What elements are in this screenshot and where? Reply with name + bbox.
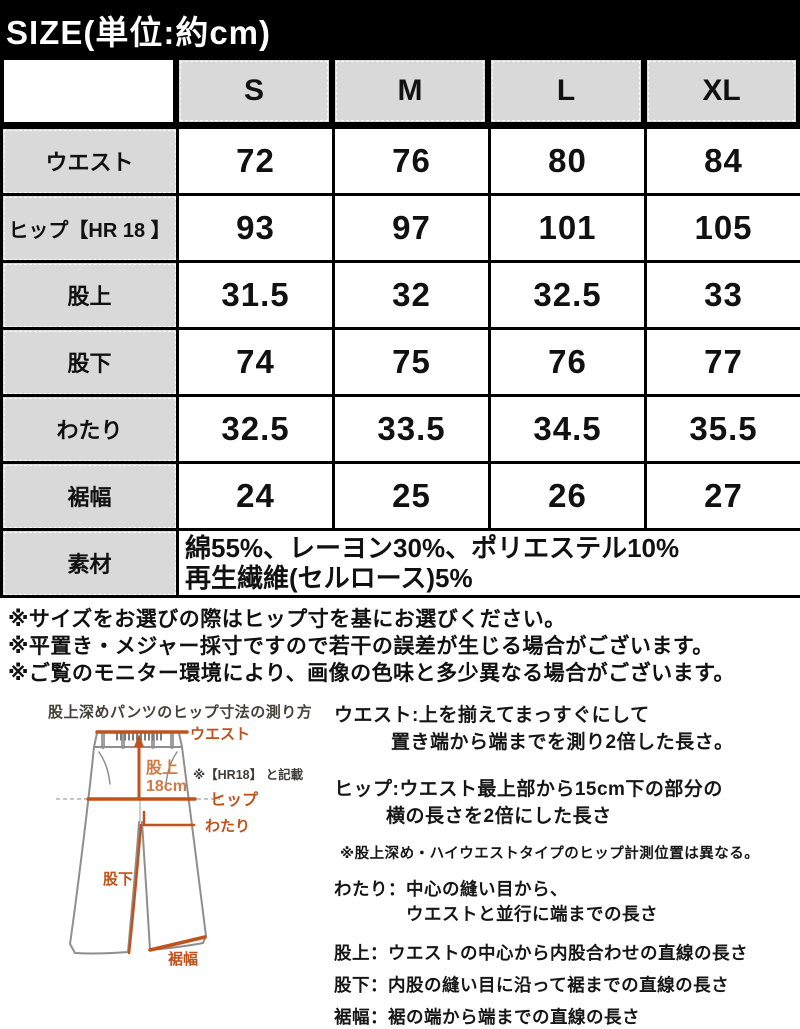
rise-m: 32	[334, 262, 490, 329]
size-chart-header: SIZE(単位:約cm) S M L XL	[0, 0, 800, 126]
size-header-m: M	[335, 60, 485, 122]
diagram-label-thigh: わたり	[205, 818, 250, 835]
row-label-inseam: 股下	[2, 329, 178, 396]
rise-xl: 33	[646, 262, 800, 329]
table-row-hem: 裾幅 24 25 26 27	[2, 463, 800, 530]
waist-xl: 84	[646, 128, 800, 195]
row-label-hip: ヒップ【HR 18 】	[2, 195, 178, 262]
size-header-xl: XL	[647, 60, 796, 122]
row-label-thigh: わたり	[2, 396, 178, 463]
diagram-label-hem: 裾幅	[168, 950, 198, 968]
thigh-l: 34.5	[490, 396, 646, 463]
desc-thigh-line2: ウエストと並行に端までの長さ	[334, 903, 796, 926]
material-line-2: 再生繊維(セルロース)5%	[185, 563, 800, 593]
hip-xl: 105	[646, 195, 800, 262]
material-line-1: 綿55%、レーヨン30%、ポリエステル10%	[185, 533, 800, 563]
note-monitor-color: ※ご覧のモニター環境により、画像の色味と多少異なる場合がございます。	[8, 660, 800, 687]
diagram-label-waist: ウエスト	[190, 726, 250, 743]
hip-l: 101	[490, 195, 646, 262]
diagram-label-hr-note: ※【HR18】 と記載	[193, 767, 304, 782]
row-label-waist: ウエスト	[2, 128, 178, 195]
size-header-s: S	[179, 60, 329, 122]
table-row-hip: ヒップ【HR 18 】 93 97 101 105	[2, 195, 800, 262]
note-measurement-error: ※平置き・メジャー採寸ですので若干の誤差が生じる場合がございます。	[8, 633, 800, 660]
desc-hip-note: ※股上深め・ハイウエストタイプのヒップ計測位置は異なる。	[334, 845, 796, 864]
desc-waist-line2: 置き端から端までを測り2倍した長さ。	[334, 730, 796, 755]
material-value: 綿55%、レーヨン30%、ポリエステル10% 再生繊維(セルロース)5%	[178, 530, 800, 597]
diagram-label-rise: 股上	[146, 759, 178, 777]
hip-m: 97	[334, 195, 490, 262]
row-label-material: 素材	[2, 530, 178, 597]
diagram-title: 股上深めパンツのヒップ寸法の測り方	[48, 701, 332, 722]
size-header-l: L	[491, 60, 641, 122]
page-title: SIZE(単位:約cm)	[0, 0, 800, 60]
table-row-rise: 股上 31.5 32 32.5 33	[2, 262, 800, 329]
hem-xl: 27	[646, 463, 800, 530]
size-header-row: S M L XL	[0, 60, 800, 122]
row-label-hem: 裾幅	[2, 463, 178, 530]
size-table: ウエスト 72 76 80 84 ヒップ【HR 18 】 93 97 101 1…	[0, 126, 800, 598]
pants-diagram: ウエスト 股上 18cm ※【HR18】 と記載 ヒップ わたり 股下 裾幅	[0, 722, 330, 1000]
desc-rise: 股上：ウエストの中心から内股合わせの直線の長さ	[334, 942, 796, 965]
desc-hem: 裾幅：裾の端から端までの直線の長さ	[334, 1006, 796, 1029]
table-row-material: 素材 綿55%、レーヨン30%、ポリエステル10% 再生繊維(セルロース)5%	[2, 530, 800, 597]
desc-waist-line1: ウエスト:上を揃えてまっすぐにして	[334, 703, 796, 728]
rise-l: 32.5	[490, 262, 646, 329]
inseam-m: 75	[334, 329, 490, 396]
note-size-selection: ※サイズをお選びの際はヒップ寸を基にお選びください。	[8, 606, 800, 633]
rise-arrow-icon	[134, 734, 144, 747]
measuring-guide: 股上深めパンツのヒップ寸法の測り方	[0, 689, 800, 1029]
diagram-label-rise-length: 18cm	[146, 778, 187, 795]
size-header-blank-cell	[4, 60, 173, 122]
pants-diagram-column: 股上深めパンツのヒップ寸法の測り方	[0, 689, 332, 1029]
inseam-xl: 77	[646, 329, 800, 396]
hem-m: 25	[334, 463, 490, 530]
notes-section: ※サイズをお選びの際はヒップ寸を基にお選びください。 ※平置き・メジャー採寸です…	[0, 606, 800, 687]
thigh-xl: 35.5	[646, 396, 800, 463]
hem-s: 24	[178, 463, 334, 530]
table-row-thigh: わたり 32.5 33.5 34.5 35.5	[2, 396, 800, 463]
desc-inseam: 股下：内股の縫い目に沿って裾までの直線の長さ	[334, 974, 796, 997]
hip-s: 93	[178, 195, 334, 262]
measurement-descriptions: ウエスト:上を揃えてまっすぐにして 置き端から端までを測り2倍した長さ。 ヒップ…	[332, 689, 800, 1029]
inseam-s: 74	[178, 329, 334, 396]
thigh-m: 33.5	[334, 396, 490, 463]
diagram-label-hip: ヒップ	[210, 790, 259, 809]
desc-thigh-line1: わたり：中心の縫い目から、	[334, 878, 796, 901]
inseam-l: 76	[490, 329, 646, 396]
waist-s: 72	[178, 128, 334, 195]
diagram-label-inseam: 股下	[103, 871, 133, 888]
desc-hip-line2: 横の長さを2倍にした長さ	[334, 804, 796, 829]
thigh-s: 32.5	[178, 396, 334, 463]
waist-l: 80	[490, 128, 646, 195]
table-row-waist: ウエスト 72 76 80 84	[2, 128, 800, 195]
rise-s: 31.5	[178, 262, 334, 329]
hem-l: 26	[490, 463, 646, 530]
table-row-inseam: 股下 74 75 76 77	[2, 329, 800, 396]
desc-hip-line1: ヒップ:ウエスト最上部から15cm下の部分の	[334, 777, 796, 802]
row-label-rise: 股上	[2, 262, 178, 329]
waist-m: 76	[334, 128, 490, 195]
